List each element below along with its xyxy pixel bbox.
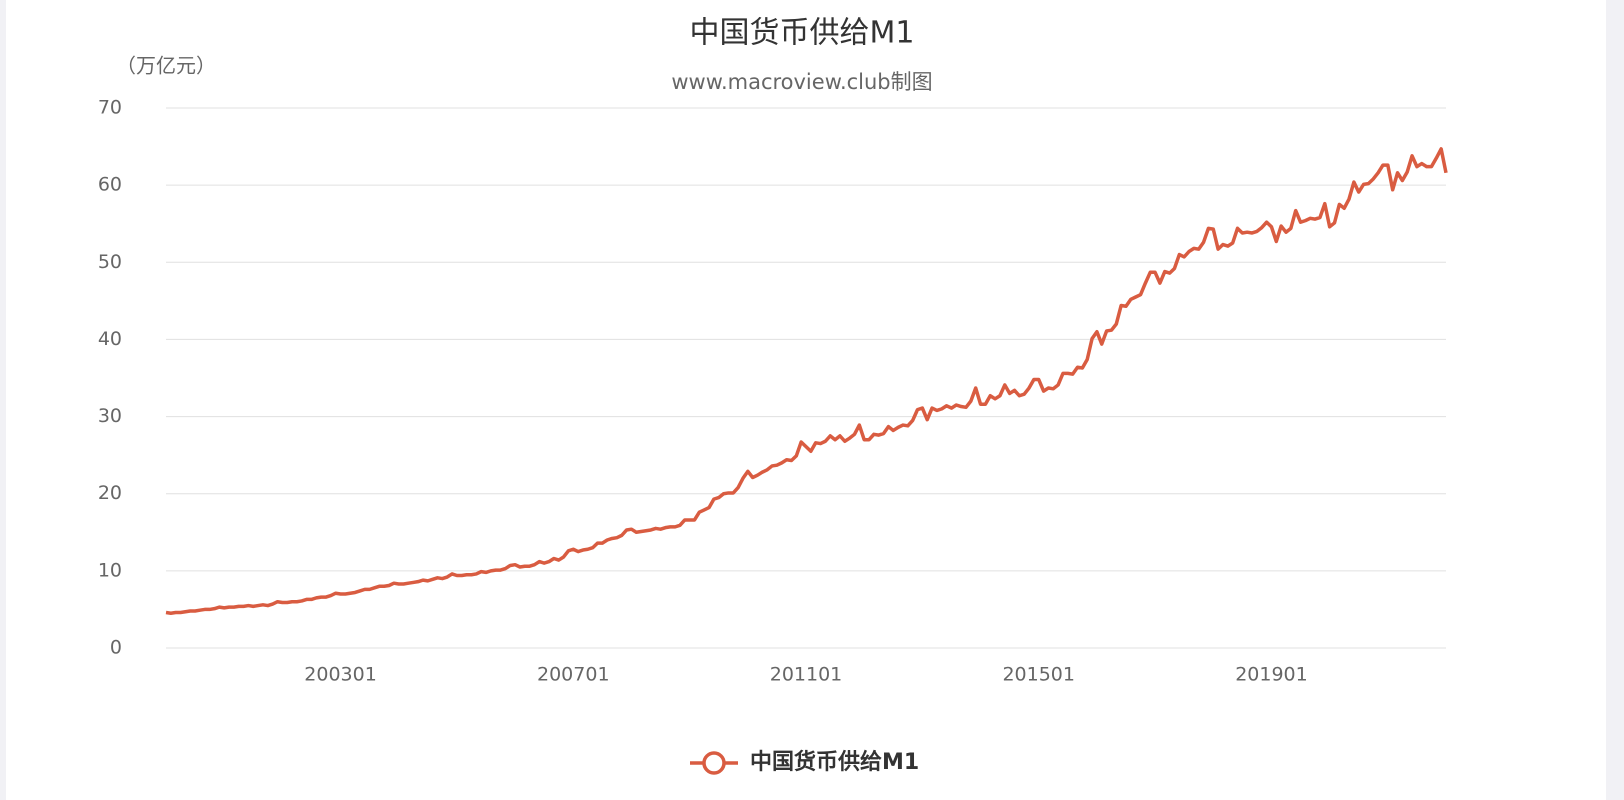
- x-tick-label: 201901: [1235, 664, 1308, 686]
- y-tick-label: 50: [98, 251, 122, 273]
- legend-marker: [702, 751, 726, 775]
- y-tick-label: 60: [98, 174, 122, 196]
- chart-subtitle: www.macroview.club制图: [671, 70, 932, 94]
- y-tick-label: 0: [110, 637, 122, 659]
- chart-panel: [6, 0, 1606, 800]
- y-tick-label: 40: [98, 328, 122, 350]
- y-tick-label: 10: [98, 559, 122, 581]
- chart-title: 中国货币供给M1: [690, 16, 915, 51]
- y-tick-label: 30: [98, 405, 122, 427]
- x-tick-label: 200301: [304, 664, 377, 686]
- y-tick-label: 20: [98, 482, 122, 504]
- x-tick-label: 200701: [537, 664, 610, 686]
- y-axis-label: （万亿元）: [116, 54, 216, 78]
- legend-label: 中国货币供给M1: [750, 749, 919, 775]
- data-line: [165, 147, 1448, 616]
- x-tick-label: 201501: [1002, 664, 1075, 686]
- x-tick-label: 201101: [770, 664, 843, 686]
- y-tick-label: 70: [98, 97, 122, 119]
